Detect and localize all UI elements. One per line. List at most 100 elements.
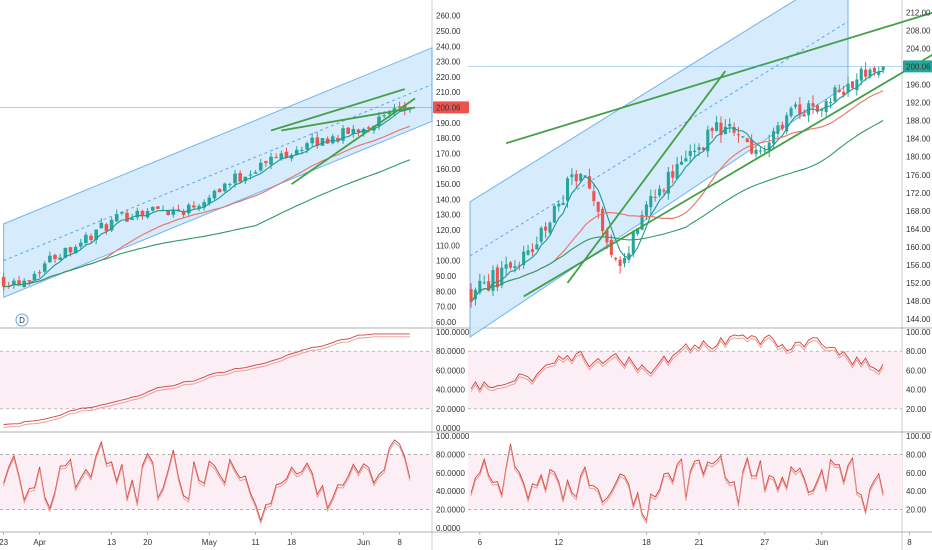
candle-body[interactable]: [868, 69, 872, 77]
candle-body[interactable]: [763, 150, 767, 152]
candle-body[interactable]: [688, 151, 692, 156]
candle-body[interactable]: [68, 247, 73, 253]
candle-body[interactable]: [640, 214, 644, 230]
candle-body[interactable]: [504, 264, 508, 269]
candle-body[interactable]: [469, 289, 473, 302]
candle-body[interactable]: [552, 205, 556, 223]
candle-body[interactable]: [719, 122, 723, 136]
candle-body[interactable]: [300, 149, 304, 151]
candle-body[interactable]: [548, 222, 552, 233]
candle-body[interactable]: [649, 196, 653, 208]
candle-body[interactable]: [372, 125, 376, 131]
candle-body[interactable]: [212, 190, 217, 199]
candle-body[interactable]: [706, 129, 710, 152]
candle-body[interactable]: [522, 251, 526, 266]
candle-body[interactable]: [662, 189, 666, 192]
candle-body[interactable]: [197, 205, 201, 208]
candle-body[interactable]: [772, 131, 776, 144]
candle-body[interactable]: [42, 263, 47, 272]
candle-body[interactable]: [351, 128, 356, 134]
candle-body[interactable]: [820, 109, 824, 111]
candle-body[interactable]: [526, 250, 530, 255]
candle-body[interactable]: [84, 234, 88, 244]
candle-body[interactable]: [377, 116, 381, 127]
candle-body[interactable]: [315, 137, 320, 146]
candle-body[interactable]: [366, 127, 371, 129]
candle-body[interactable]: [325, 138, 330, 144]
candle-body[interactable]: [561, 202, 565, 206]
candle-body[interactable]: [94, 229, 98, 240]
candle-body[interactable]: [614, 257, 618, 260]
candle-body[interactable]: [109, 219, 114, 231]
candle-body[interactable]: [557, 203, 561, 207]
candle-body[interactable]: [802, 114, 806, 117]
candle-body[interactable]: [780, 124, 784, 129]
candle-body[interactable]: [815, 105, 819, 112]
candle-body[interactable]: [855, 79, 859, 91]
candle-body[interactable]: [150, 206, 155, 211]
candle-body[interactable]: [785, 115, 789, 132]
candle-body[interactable]: [583, 175, 587, 177]
candle-body[interactable]: [58, 257, 62, 260]
candle-body[interactable]: [627, 253, 631, 260]
candle-body[interactable]: [238, 173, 242, 182]
candle-body[interactable]: [12, 280, 16, 285]
candle-body[interactable]: [48, 255, 52, 263]
candle-body[interactable]: [202, 202, 206, 208]
candle-body[interactable]: [192, 205, 196, 208]
candle-body[interactable]: [500, 267, 504, 286]
candle-body[interactable]: [78, 242, 83, 247]
candle-body[interactable]: [701, 147, 705, 151]
candle-body[interactable]: [846, 83, 850, 93]
candle-body[interactable]: [305, 143, 309, 150]
candle-body[interactable]: [671, 171, 675, 178]
candle-body[interactable]: [741, 136, 745, 138]
candle-body[interactable]: [320, 138, 325, 146]
candle-body[interactable]: [478, 280, 482, 293]
candle-body[interactable]: [570, 174, 574, 178]
candle-body[interactable]: [1, 276, 6, 287]
candle-body[interactable]: [736, 134, 741, 136]
candle-body[interactable]: [544, 226, 548, 231]
trend-line[interactable]: [270, 88, 406, 132]
candle-body[interactable]: [145, 210, 150, 218]
candle-body[interactable]: [186, 204, 191, 214]
trend-line[interactable]: [523, 40, 932, 298]
candle-body[interactable]: [679, 161, 684, 165]
candle-body[interactable]: [243, 176, 248, 182]
candle-body[interactable]: [750, 139, 754, 154]
candle-body[interactable]: [530, 249, 534, 252]
candle-body[interactable]: [618, 259, 622, 267]
candle-body[interactable]: [877, 71, 881, 75]
interval-badge[interactable]: [15, 313, 29, 327]
candle-body[interactable]: [745, 138, 749, 143]
candle-body[interactable]: [166, 210, 170, 216]
candle-body[interactable]: [264, 161, 268, 163]
candle-body[interactable]: [864, 69, 868, 77]
candle-body[interactable]: [491, 270, 495, 291]
candle-body[interactable]: [587, 176, 591, 189]
candle-body[interactable]: [789, 108, 793, 116]
candle-body[interactable]: [592, 191, 596, 202]
candle-body[interactable]: [284, 151, 289, 158]
candle-body[interactable]: [609, 240, 613, 255]
candle-body[interactable]: [99, 222, 104, 229]
candle-body[interactable]: [73, 246, 78, 254]
candle-body[interactable]: [881, 66, 885, 71]
candle-body[interactable]: [37, 272, 42, 274]
candle-body[interactable]: [17, 280, 21, 286]
candle-body[interactable]: [176, 209, 181, 211]
left-oscillator-2[interactable]: 100.0000 80.0000 60.0000 40.0000 20.0000 0.00…: [0, 432, 470, 533]
candle-body[interactable]: [402, 105, 407, 111]
candle-body[interactable]: [636, 228, 640, 234]
candle-body[interactable]: [658, 188, 662, 196]
candle-body[interactable]: [487, 281, 491, 291]
candle-body[interactable]: [217, 189, 222, 193]
candle-body[interactable]: [473, 289, 477, 300]
candle-body[interactable]: [135, 210, 140, 218]
candle-body[interactable]: [228, 184, 232, 186]
right-chart-panel[interactable]: 200.06 212.00 208.00 204.00 196.00 192.00 188.…: [468, 0, 932, 550]
candle-body[interactable]: [837, 89, 841, 92]
candle-body[interactable]: [579, 173, 583, 181]
candle-body[interactable]: [829, 102, 833, 104]
